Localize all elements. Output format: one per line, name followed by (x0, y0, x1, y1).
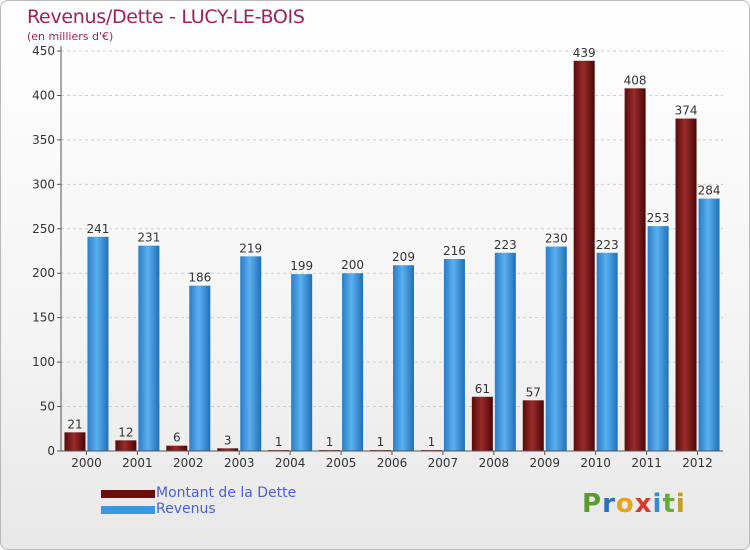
debt-bar (573, 60, 595, 452)
revenue-bar (393, 265, 414, 451)
revenue-bar (189, 285, 211, 451)
debt-value-label: 408 (624, 73, 647, 87)
logo-letter: i (675, 489, 686, 519)
revenue-bar (138, 245, 160, 451)
revenue-bar (240, 256, 262, 451)
revenue-bar (443, 259, 465, 451)
revenue-value-label: 199 (290, 259, 313, 273)
revenue-value-label: 284 (698, 184, 721, 198)
revenue-bar (291, 274, 313, 451)
debt-value-label: 374 (675, 104, 698, 118)
x-tick-label: 2006 (377, 456, 408, 470)
revenue-value-label: 216 (443, 244, 466, 258)
revenue-bar (494, 252, 516, 451)
revenue-bar (698, 198, 720, 451)
revenue-bar (342, 273, 364, 451)
x-tick-label: 2012 (682, 456, 713, 470)
revenue-value-label: 209 (392, 250, 415, 264)
debt-bar (166, 445, 188, 451)
debt-value-label: 1 (326, 435, 334, 449)
debt-value-label: 57 (526, 385, 541, 399)
legend-swatch-debt (101, 490, 155, 498)
revenue-value-label: 253 (647, 211, 670, 225)
logo-letter: o (615, 489, 635, 519)
y-tick-label: 0 (47, 444, 55, 458)
debt-value-label: 61 (475, 382, 490, 396)
y-tick-label: 200 (32, 266, 55, 280)
y-tick-label: 400 (32, 88, 55, 102)
x-tick-label: 2009 (529, 456, 560, 470)
legend-swatch-revenue (101, 506, 155, 514)
debt-bar (64, 432, 86, 451)
debt-value-label: 12 (118, 425, 133, 439)
revenue-value-label: 231 (137, 231, 160, 245)
revenue-value-label: 186 (188, 271, 211, 285)
debt-bar (471, 396, 493, 451)
logo-letter: i (652, 489, 663, 519)
debt-bar (624, 88, 646, 451)
revenue-value-label: 241 (87, 222, 110, 236)
revenue-value-label: 223 (494, 238, 517, 252)
revenue-value-label: 219 (239, 241, 262, 255)
debt-value-label: 1 (275, 435, 283, 449)
revenue-value-label: 200 (341, 258, 364, 272)
debt-bar (675, 118, 697, 452)
x-tick-label: 2008 (479, 456, 510, 470)
proxiti-logo: Proxiti (582, 489, 686, 519)
x-tick-label: 2001 (122, 456, 153, 470)
y-tick-label: 150 (32, 311, 55, 325)
revenue-bar (596, 252, 618, 451)
debt-value-label: 3 (224, 433, 232, 447)
y-tick-label: 100 (32, 355, 55, 369)
logo-letter: P (582, 489, 603, 519)
debt-bar (522, 400, 544, 451)
x-tick-label: 2011 (631, 456, 662, 470)
y-tick-label: 50 (40, 400, 55, 414)
x-tick-label: 2003 (224, 456, 255, 470)
x-tick-label: 2007 (428, 456, 459, 470)
x-tick-label: 2010 (580, 456, 611, 470)
revenue-bar (545, 246, 567, 451)
revenue-bar (87, 236, 109, 451)
debt-value-label: 1 (428, 435, 436, 449)
revenue-value-label: 223 (596, 238, 619, 252)
logo-letter: r (602, 489, 616, 519)
logo-letter: x (634, 489, 653, 519)
debt-value-label: 1 (377, 435, 385, 449)
y-tick-label: 250 (32, 222, 55, 236)
chart-title: Revenus/Dette - LUCY-LE-BOIS (27, 6, 305, 28)
y-tick-label: 450 (32, 44, 55, 58)
y-tick-label: 300 (32, 177, 55, 191)
debt-value-label: 439 (573, 46, 596, 60)
legend-label-revenue: Revenus (156, 501, 216, 517)
x-tick-label: 2004 (275, 456, 306, 470)
debt-bar (115, 440, 137, 451)
legend-label-debt: Montant de la Dette (156, 485, 297, 501)
debt-value-label: 21 (67, 417, 82, 431)
x-tick-label: 2005 (326, 456, 357, 470)
revenue-value-label: 230 (545, 232, 568, 246)
logo-letter: t (662, 489, 676, 519)
x-tick-label: 2000 (71, 456, 102, 470)
y-tick-label: 350 (32, 133, 55, 147)
chart-subtitle: (en milliers d'€) (27, 30, 114, 43)
debt-value-label: 6 (173, 431, 181, 445)
revenue-bar (647, 226, 669, 451)
x-tick-label: 2002 (173, 456, 204, 470)
debt-bar (217, 448, 239, 451)
